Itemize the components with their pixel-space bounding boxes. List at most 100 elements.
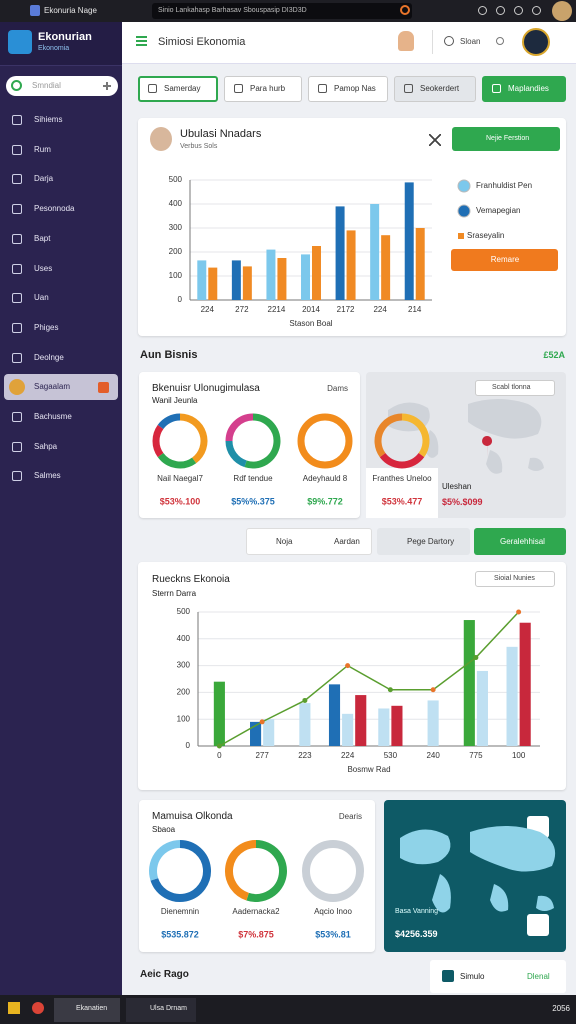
x-tick-label: 277 bbox=[255, 751, 269, 760]
action-button[interactable] bbox=[452, 127, 560, 151]
browser-icon[interactable] bbox=[32, 1002, 44, 1014]
x-tick-label: 530 bbox=[384, 751, 398, 760]
action-label[interactable]: Nejie Ferstion bbox=[486, 135, 530, 142]
zoom-button[interactable] bbox=[527, 914, 549, 936]
nav-item[interactable]: Sagaalam bbox=[34, 382, 71, 392]
browser-avatar bbox=[552, 1, 572, 21]
task-item[interactable] bbox=[126, 998, 196, 1022]
bar bbox=[519, 622, 531, 746]
nav-icon[interactable] bbox=[12, 352, 22, 363]
chart-search-text[interactable]: Sioial Nunies bbox=[494, 575, 535, 582]
nav-icon[interactable] bbox=[12, 441, 22, 452]
nav-item[interactable]: Uses bbox=[34, 263, 53, 273]
donut-segment bbox=[302, 840, 364, 902]
nav-item[interactable]: Phiges bbox=[34, 322, 59, 332]
nav-icon[interactable] bbox=[12, 263, 22, 274]
bar bbox=[427, 700, 439, 746]
nav-item[interactable]: Bachusme bbox=[34, 412, 72, 421]
tab-label[interactable]: Pamop Nas bbox=[334, 84, 376, 93]
bar bbox=[378, 708, 390, 746]
task-label[interactable]: Ekanatien bbox=[76, 1005, 108, 1012]
donut-caption: Franthes Uneloo bbox=[372, 474, 432, 483]
task-label[interactable]: Ulsa Drnam bbox=[150, 1005, 187, 1012]
nav-icon[interactable] bbox=[12, 115, 22, 125]
map-search-text[interactable]: Scabl tlonna bbox=[492, 384, 531, 391]
nav-item[interactable]: Bapt bbox=[34, 233, 51, 243]
browser-icon[interactable] bbox=[532, 6, 541, 15]
tab-button[interactable] bbox=[394, 76, 476, 102]
nav-item[interactable]: Salmes bbox=[34, 471, 61, 481]
donut-caption: Aadernacka2 bbox=[232, 907, 280, 916]
footer-button[interactable]: Dlenal bbox=[527, 972, 550, 981]
tab-label[interactable]: Maplandies bbox=[508, 84, 549, 93]
nav-item[interactable]: Darja bbox=[34, 174, 54, 184]
search-placeholder: Smndial bbox=[32, 81, 61, 90]
bar bbox=[404, 182, 414, 300]
nav-item[interactable]: Pesonnoda bbox=[34, 204, 75, 214]
bar bbox=[476, 670, 488, 746]
tab-label[interactable]: Para hurb bbox=[250, 84, 286, 93]
action-item[interactable]: Pege Dartory bbox=[407, 537, 455, 546]
action-item[interactable]: Aardan bbox=[334, 537, 360, 546]
nav-icon[interactable] bbox=[12, 204, 22, 215]
x-tick-label: 272 bbox=[235, 305, 249, 314]
profile-avatar[interactable] bbox=[522, 28, 550, 56]
remare-button[interactable] bbox=[451, 249, 558, 271]
line bbox=[219, 611, 520, 747]
action-green[interactable] bbox=[474, 528, 566, 555]
nav-item[interactable]: Deolnge bbox=[34, 352, 64, 362]
donut-segment bbox=[157, 413, 181, 430]
x-tick-label: 100 bbox=[512, 751, 526, 760]
nav-icon[interactable] bbox=[12, 144, 22, 155]
y-tick-label: 400 bbox=[177, 634, 191, 643]
nav-icon[interactable] bbox=[12, 412, 22, 422]
tab-icon bbox=[234, 84, 243, 93]
nav-item[interactable]: Sihiems bbox=[34, 115, 63, 124]
card-link[interactable]: Dams bbox=[327, 384, 348, 393]
tab-button[interactable] bbox=[224, 76, 302, 102]
bar bbox=[391, 705, 403, 746]
bar bbox=[242, 266, 252, 300]
action-item[interactable]: Noja bbox=[276, 537, 293, 546]
bar bbox=[301, 254, 310, 300]
map-search[interactable] bbox=[475, 380, 555, 396]
task-item[interactable] bbox=[54, 998, 120, 1022]
map-label: Uleshan bbox=[442, 482, 472, 491]
browser-icon[interactable] bbox=[496, 6, 505, 15]
close-icon[interactable] bbox=[429, 134, 441, 146]
nav-icon[interactable] bbox=[12, 293, 22, 304]
action-item[interactable]: Geralehhisal bbox=[500, 537, 545, 546]
card-link[interactable]: Dearis bbox=[338, 812, 362, 821]
nav-item[interactable]: Sahpa bbox=[34, 441, 58, 451]
tab-button[interactable] bbox=[138, 76, 218, 102]
tab-label[interactable]: Seokerdert bbox=[420, 84, 460, 93]
line-point bbox=[302, 697, 308, 703]
remare-label[interactable]: Remare bbox=[490, 255, 520, 264]
add-v[interactable] bbox=[106, 81, 108, 90]
tab-button[interactable] bbox=[482, 76, 566, 102]
tab-label[interactable]: Samerday bbox=[164, 84, 201, 93]
line-point bbox=[216, 743, 222, 749]
bar bbox=[266, 249, 276, 300]
user-icon bbox=[444, 36, 454, 46]
nav-item[interactable]: Uan bbox=[34, 293, 49, 303]
nav-icon[interactable] bbox=[12, 174, 22, 185]
bar bbox=[355, 695, 367, 746]
browser-icon[interactable] bbox=[478, 6, 487, 15]
tab-button[interactable] bbox=[308, 76, 388, 102]
chart-avatar bbox=[150, 127, 172, 151]
nav-icon[interactable] bbox=[12, 233, 22, 244]
nav-icon[interactable] bbox=[12, 322, 22, 333]
add-icon[interactable] bbox=[103, 80, 113, 90]
nav-icon[interactable] bbox=[12, 471, 22, 482]
y-tick-label: 500 bbox=[169, 175, 183, 184]
header-icon[interactable] bbox=[496, 37, 504, 45]
chart-search[interactable] bbox=[475, 571, 555, 587]
footer-button[interactable]: Simulo bbox=[460, 972, 485, 981]
nav-item[interactable]: Rum bbox=[34, 144, 51, 154]
donut-segment bbox=[225, 440, 247, 468]
sidebar-search[interactable] bbox=[6, 76, 118, 96]
browser-icon[interactable] bbox=[514, 6, 523, 15]
browser-address: Sinio Lankahasp Barhasav Sbouspasip DI3D… bbox=[158, 7, 307, 14]
